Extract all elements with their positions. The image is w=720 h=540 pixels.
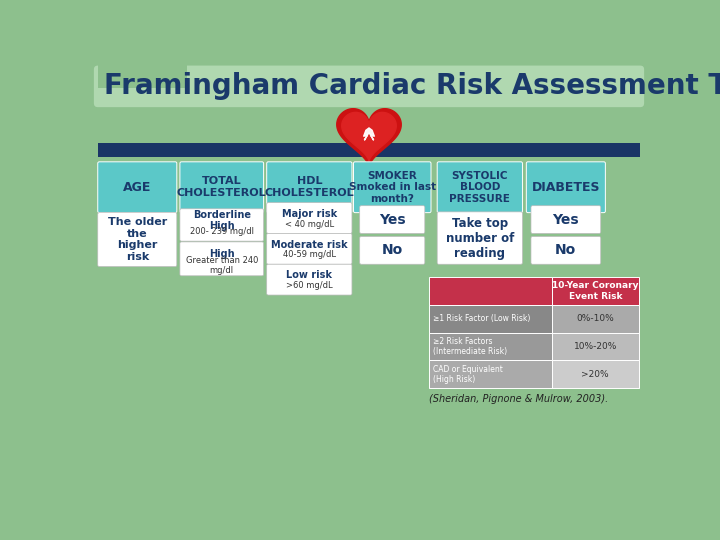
FancyBboxPatch shape	[266, 264, 352, 295]
Text: (Sheridan, Pignone & Mulrow, 2003).: (Sheridan, Pignone & Mulrow, 2003).	[429, 394, 608, 404]
FancyBboxPatch shape	[98, 213, 177, 267]
Text: ≥2 Risk Factors
(Intermediate Risk): ≥2 Risk Factors (Intermediate Risk)	[433, 337, 507, 356]
Bar	[429, 305, 552, 333]
FancyBboxPatch shape	[94, 65, 644, 107]
Text: High: High	[209, 249, 235, 259]
FancyBboxPatch shape	[531, 206, 600, 233]
Text: No: No	[382, 244, 403, 258]
Bar	[98, 65, 187, 88]
Bar	[429, 361, 552, 388]
Bar	[552, 333, 639, 361]
Text: SYSTOLIC
BLOOD
PRESSURE: SYSTOLIC BLOOD PRESSURE	[449, 171, 510, 204]
Text: DIABETES: DIABETES	[531, 181, 600, 194]
Text: ≥1 Risk Factor (Low Risk): ≥1 Risk Factor (Low Risk)	[433, 314, 530, 323]
Text: Borderline
High: Borderline High	[193, 210, 251, 231]
FancyBboxPatch shape	[180, 162, 264, 213]
Text: TOTAL
CHOLESTEROL: TOTAL CHOLESTEROL	[177, 177, 266, 198]
Text: 200- 239 mg/dl: 200- 239 mg/dl	[190, 227, 253, 236]
FancyBboxPatch shape	[437, 162, 523, 213]
Polygon shape	[337, 109, 401, 167]
Text: Framingham Cardiac Risk Assessment Tool: Framingham Cardiac Risk Assessment Tool	[104, 72, 720, 100]
FancyBboxPatch shape	[266, 202, 352, 233]
FancyBboxPatch shape	[180, 209, 264, 241]
FancyBboxPatch shape	[526, 162, 606, 213]
Text: 0%-10%: 0%-10%	[577, 314, 614, 323]
Bar	[429, 333, 552, 361]
FancyBboxPatch shape	[180, 242, 264, 276]
Text: 10-Year Coronary
Event Risk: 10-Year Coronary Event Risk	[552, 281, 639, 301]
Text: AGE: AGE	[123, 181, 151, 194]
Text: Low risk: Low risk	[287, 271, 333, 280]
Text: Yes: Yes	[552, 213, 579, 227]
FancyBboxPatch shape	[266, 162, 352, 213]
Bar	[552, 305, 639, 333]
Text: HDL
CHOLESTEROL: HDL CHOLESTEROL	[264, 177, 354, 198]
Text: 40-59 mg/dL: 40-59 mg/dL	[283, 251, 336, 259]
Text: < 40 mg/dL: < 40 mg/dL	[285, 220, 334, 228]
FancyBboxPatch shape	[531, 237, 600, 264]
Polygon shape	[364, 128, 374, 140]
Text: >60 mg/dL: >60 mg/dL	[286, 281, 333, 290]
FancyBboxPatch shape	[360, 237, 425, 264]
Bar	[552, 361, 639, 388]
Text: SMOKER
Smoked in last
month?: SMOKER Smoked in last month?	[348, 171, 436, 204]
Bar	[429, 278, 552, 305]
FancyBboxPatch shape	[266, 233, 352, 264]
Text: >20%: >20%	[582, 370, 609, 379]
Bar	[552, 278, 639, 305]
Bar	[98, 143, 640, 157]
Text: No: No	[555, 244, 577, 258]
FancyBboxPatch shape	[98, 162, 177, 213]
Text: Yes: Yes	[379, 213, 405, 227]
Text: 10%-20%: 10%-20%	[574, 342, 617, 351]
Text: Major risk: Major risk	[282, 209, 337, 219]
Polygon shape	[342, 112, 396, 161]
Text: Greater than 240
mg/dl: Greater than 240 mg/dl	[186, 256, 258, 275]
FancyBboxPatch shape	[360, 206, 425, 233]
Text: Take top
number of
reading: Take top number of reading	[446, 217, 514, 260]
Text: The older
the
higher
risk: The older the higher risk	[108, 217, 167, 262]
FancyBboxPatch shape	[437, 212, 523, 264]
Text: CAD or Equivalent
(High Risk): CAD or Equivalent (High Risk)	[433, 364, 503, 384]
Text: Moderate risk: Moderate risk	[271, 240, 348, 249]
FancyBboxPatch shape	[354, 162, 431, 213]
